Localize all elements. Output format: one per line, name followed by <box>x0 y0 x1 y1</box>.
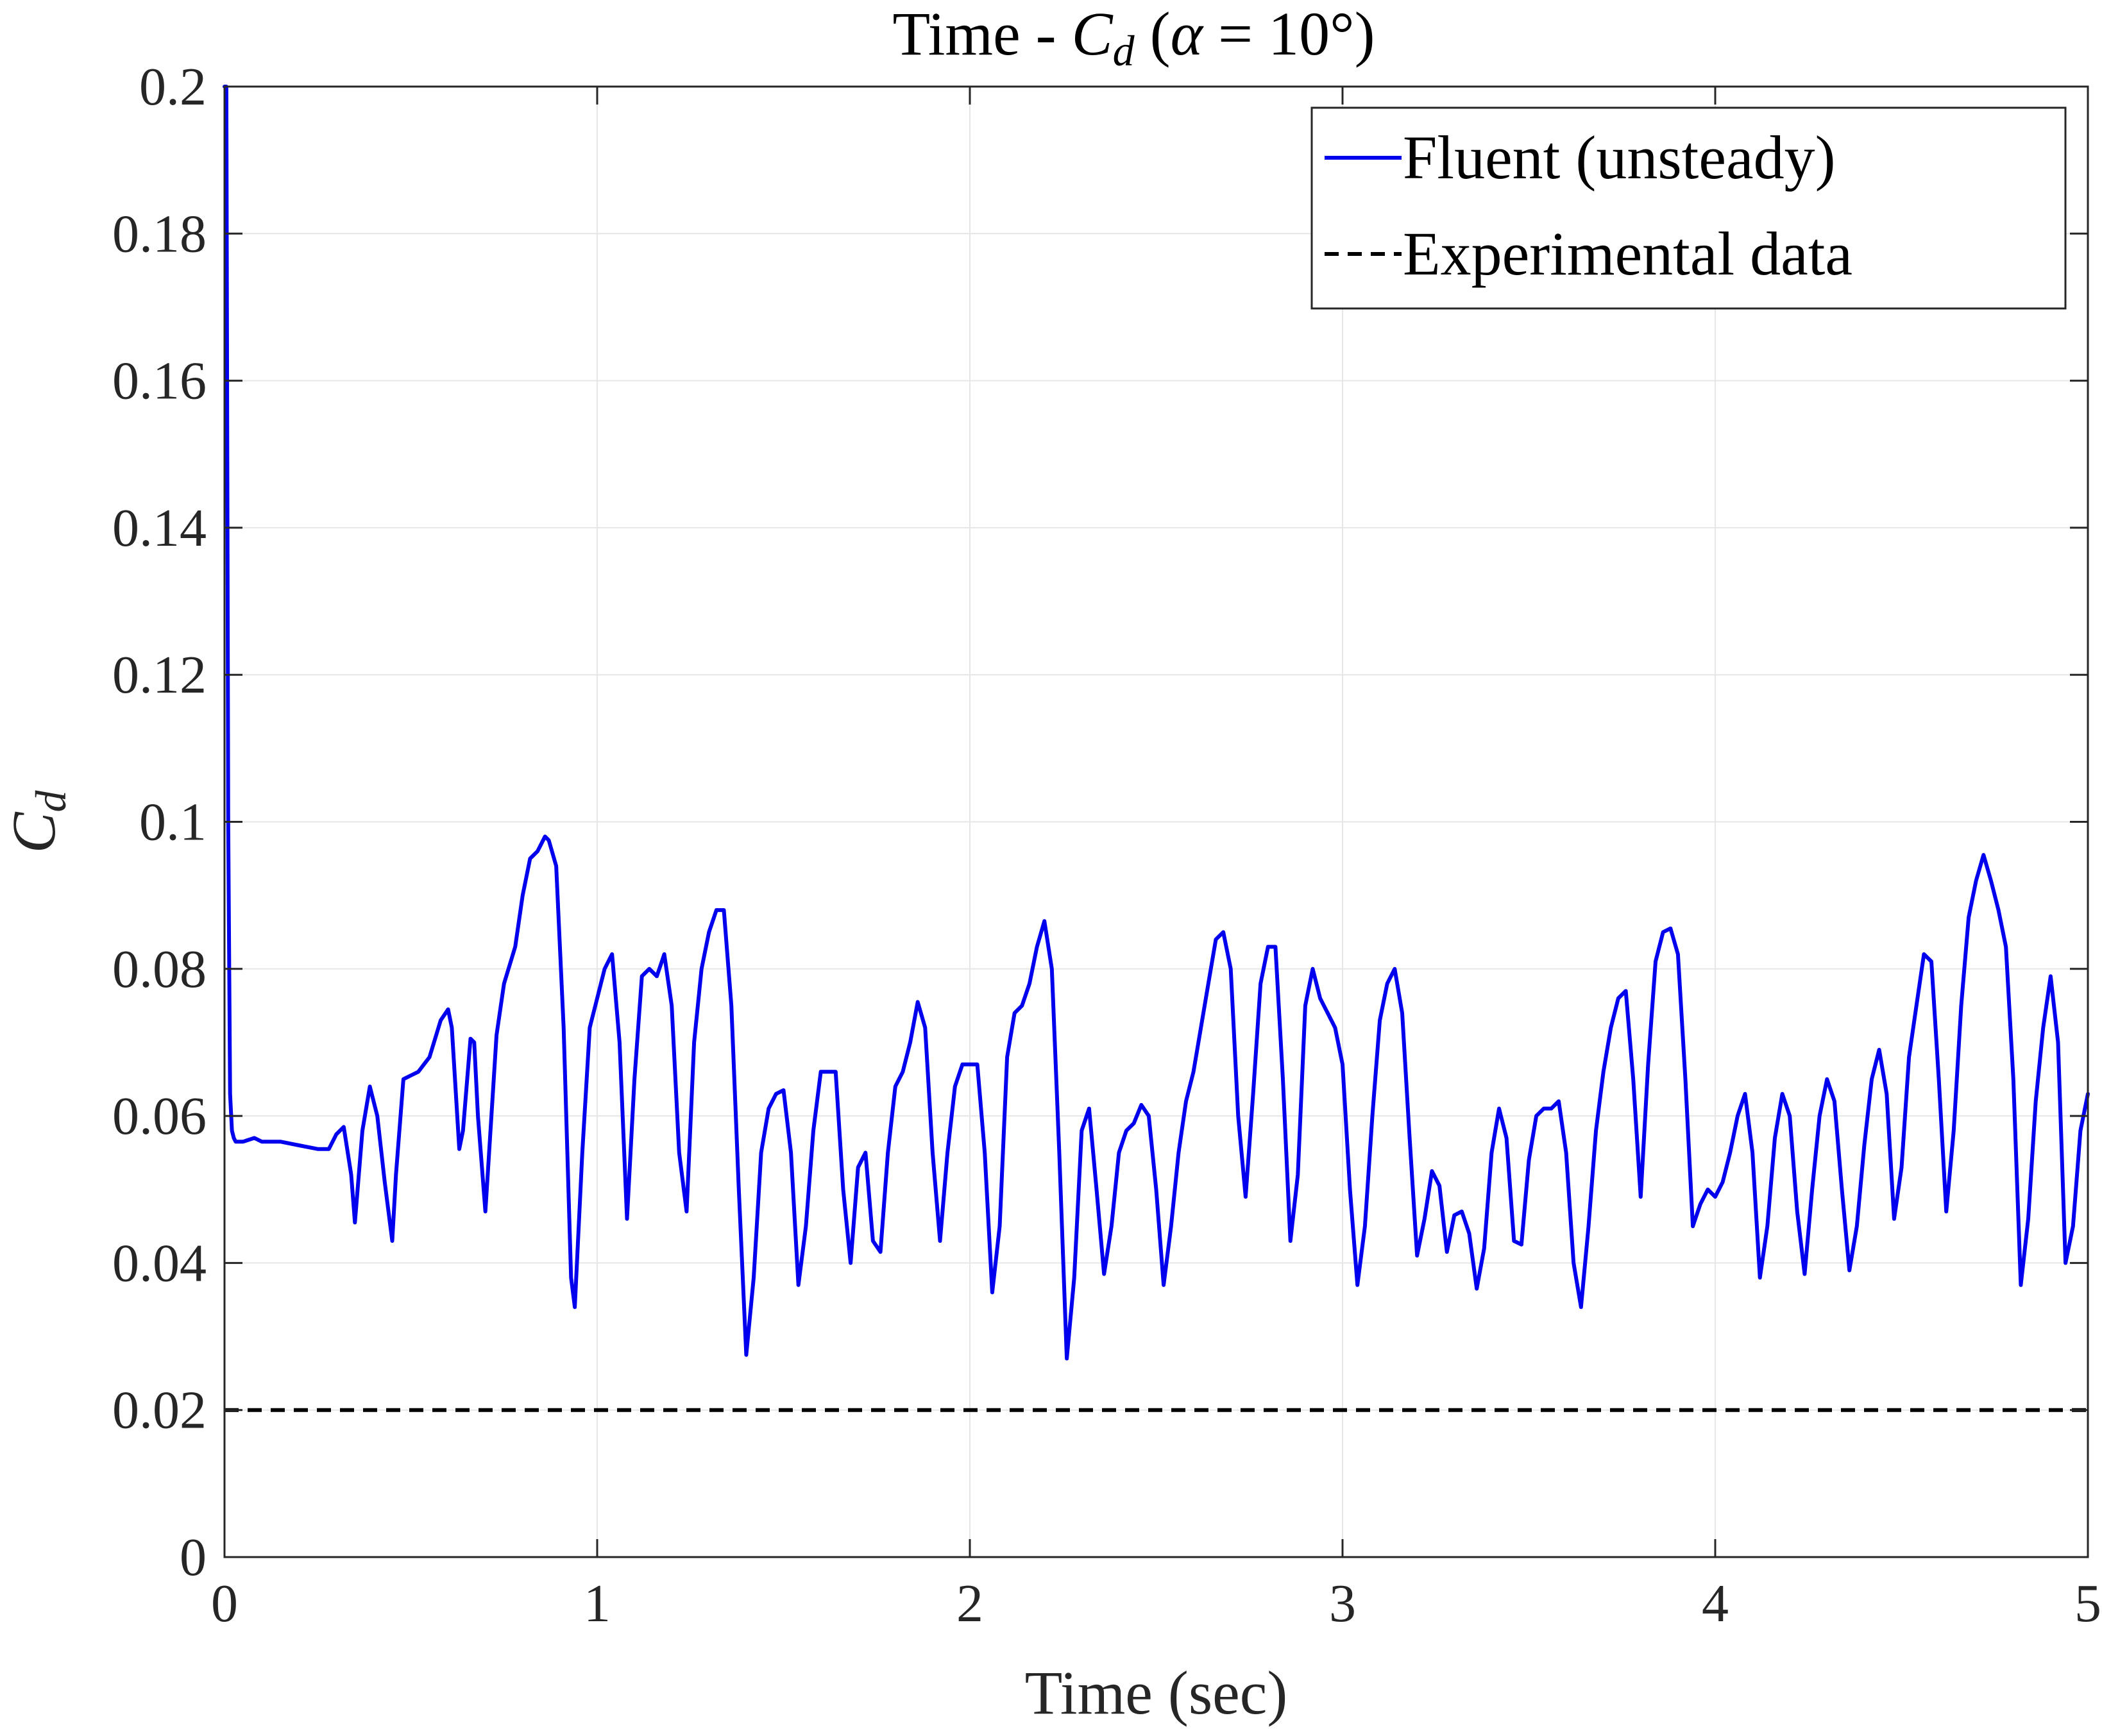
chart-title: Time - Cd (α = 10°) <box>892 0 1375 75</box>
legend-label-experimental: Experimental data <box>1403 219 1852 288</box>
legend: Fluent (unsteady) Experimental data <box>1310 106 2067 310</box>
y-tick-label: 0 <box>180 1528 207 1587</box>
legend-label-fluent: Fluent (unsteady) <box>1403 123 1836 192</box>
x-tick-label: 2 <box>956 1574 983 1633</box>
ticks: 0 1 2 3 4 5 0 0.02 0.04 0.06 0.08 0.1 0.12 0.14 0.16 0.… <box>112 57 2101 1633</box>
y-tick-label: 0.16 <box>112 351 207 411</box>
x-tick-label: 0 <box>211 1574 238 1633</box>
y-tick-label: 0.12 <box>112 645 207 705</box>
chart-title-text: Time - Cd (α = 10°) <box>892 0 1375 75</box>
y-tick-label: 0.18 <box>112 204 207 264</box>
x-tick-label: 3 <box>1329 1574 1356 1633</box>
x-tick-label: 4 <box>1702 1574 1729 1633</box>
legend-box <box>1310 106 2067 310</box>
series-group <box>223 85 2090 1412</box>
x-tick-label: 5 <box>2074 1574 2101 1633</box>
y-tick-label: 0.02 <box>112 1381 207 1440</box>
y-tick-label: 0.04 <box>112 1233 207 1293</box>
y-tick-label: 0.06 <box>112 1086 207 1146</box>
y-tick-label: 0.14 <box>112 498 207 558</box>
series-line-fluent <box>223 85 2090 1361</box>
y-axis-label: Cd <box>0 789 75 853</box>
x-axis-label: Time (sec) <box>1025 1658 1288 1727</box>
grid <box>225 87 2088 1557</box>
y-tick-label: 0.2 <box>139 57 207 117</box>
y-tick-label: 0.1 <box>139 793 207 852</box>
y-tick-label: 0.08 <box>112 940 207 999</box>
x-tick-label: 1 <box>584 1574 611 1633</box>
